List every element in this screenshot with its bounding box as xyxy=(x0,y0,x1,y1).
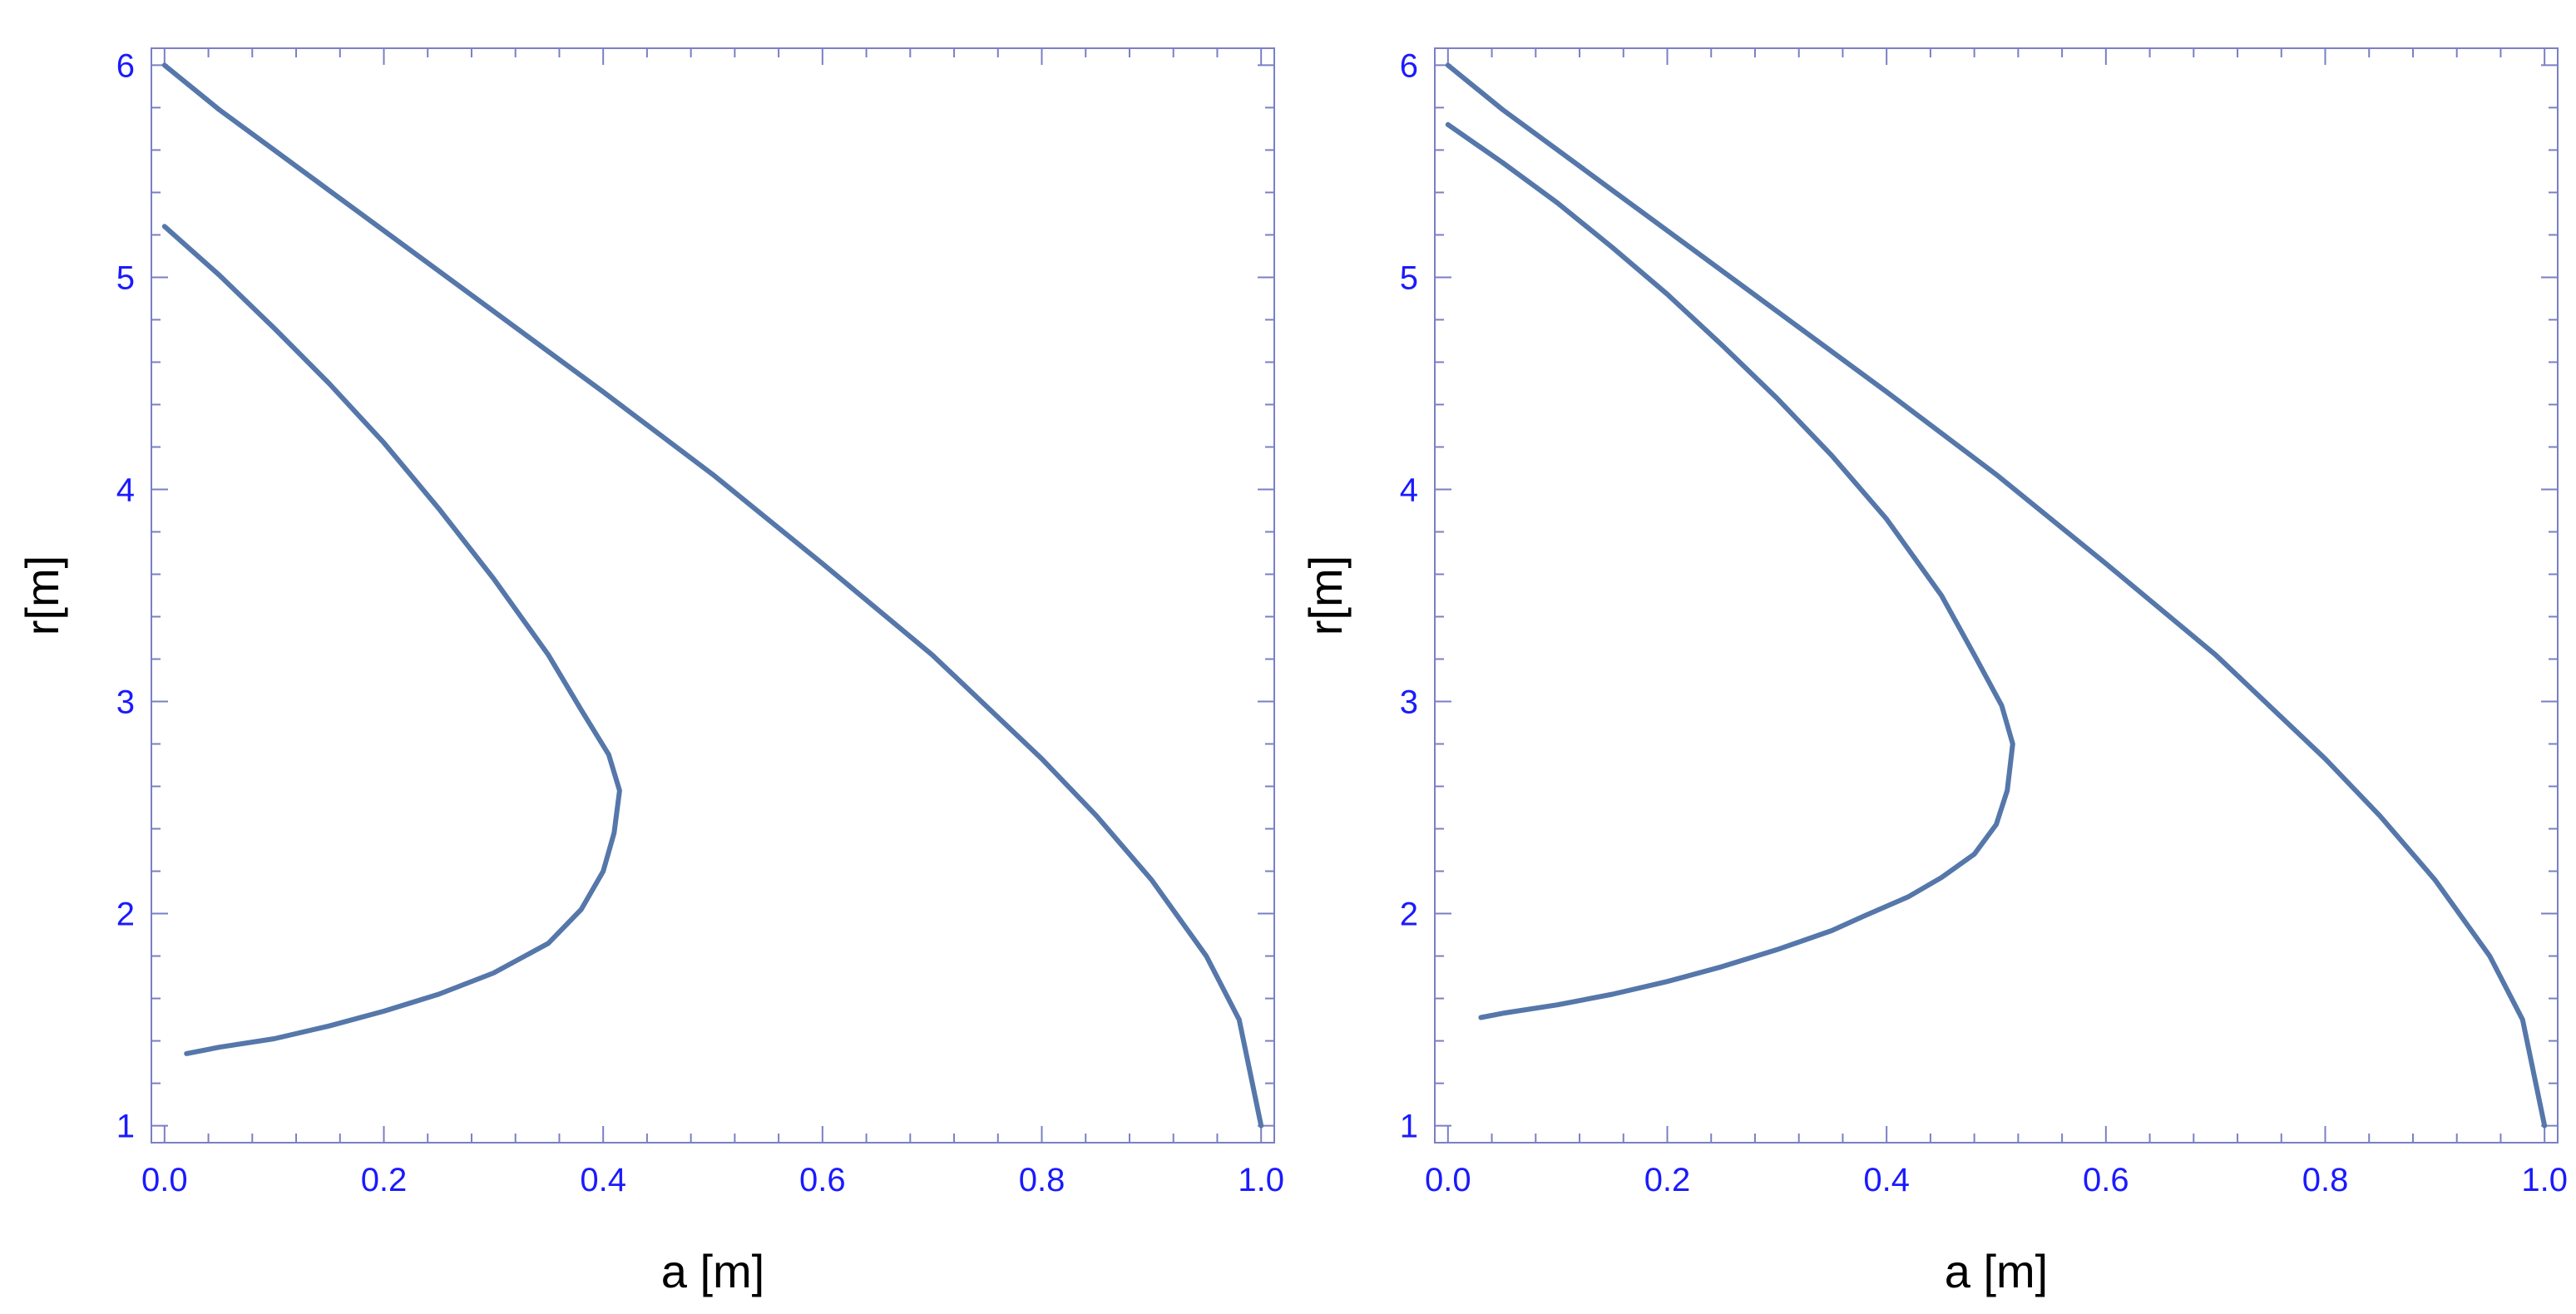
x-axis-label: a [m] xyxy=(1945,1245,2048,1297)
x-tick-label: 0.6 xyxy=(799,1162,846,1198)
series-line-1 xyxy=(1445,62,2548,1129)
y-tick-label: 6 xyxy=(1400,47,1418,84)
x-tick-label: 0.8 xyxy=(1019,1162,1066,1198)
y-tick-label: 1 xyxy=(116,1109,135,1145)
x-tick-label: 1.0 xyxy=(2521,1162,2568,1198)
y-axis-label: r[m] xyxy=(16,556,68,635)
x-tick-label: 0.0 xyxy=(1425,1162,1471,1198)
series-line-1 xyxy=(161,62,1264,1129)
y-tick-label: 2 xyxy=(1400,897,1418,933)
y-tick-label: 4 xyxy=(1400,472,1418,508)
plot-frame xyxy=(151,47,1275,1144)
right-plot-panel: 0.0 0.2 0.4 0.6 0.8 1.0 1 2 3 4 5 6 a [m] r[m] xyxy=(1299,47,2568,1297)
series-line-2 xyxy=(161,224,622,1056)
x-tick-label: 0.4 xyxy=(580,1162,626,1198)
y-tick-label: 3 xyxy=(116,684,135,721)
x-tick-label: 0.4 xyxy=(1863,1162,1910,1198)
x-tick-label: 0.0 xyxy=(141,1162,188,1198)
x-tick-label: 0.6 xyxy=(2083,1162,2129,1198)
y-tick-label: 5 xyxy=(116,259,135,296)
x-tick-label: 0.2 xyxy=(1644,1162,1691,1198)
x-tick-label: 1.0 xyxy=(1238,1162,1284,1198)
x-axis-label: a [m] xyxy=(661,1245,764,1297)
y-tick-label: 5 xyxy=(1400,259,1418,296)
x-tick-label: 0.8 xyxy=(2302,1162,2349,1198)
y-tick-label: 3 xyxy=(1400,684,1418,721)
y-tick-label: 4 xyxy=(116,472,135,508)
y-tick-label: 6 xyxy=(116,47,135,84)
series-line-2 xyxy=(1445,121,2015,1020)
left-plot-panel: 0.0 0.2 0.4 0.6 0.8 1.0 1 2 3 4 5 6 a [m] r[m] xyxy=(16,47,1284,1297)
plot-frame xyxy=(1434,47,2559,1144)
y-tick-label: 2 xyxy=(116,897,135,933)
x-tick-label: 0.2 xyxy=(361,1162,408,1198)
y-tick-label: 1 xyxy=(1400,1109,1418,1145)
y-axis-label: r[m] xyxy=(1299,556,1352,635)
